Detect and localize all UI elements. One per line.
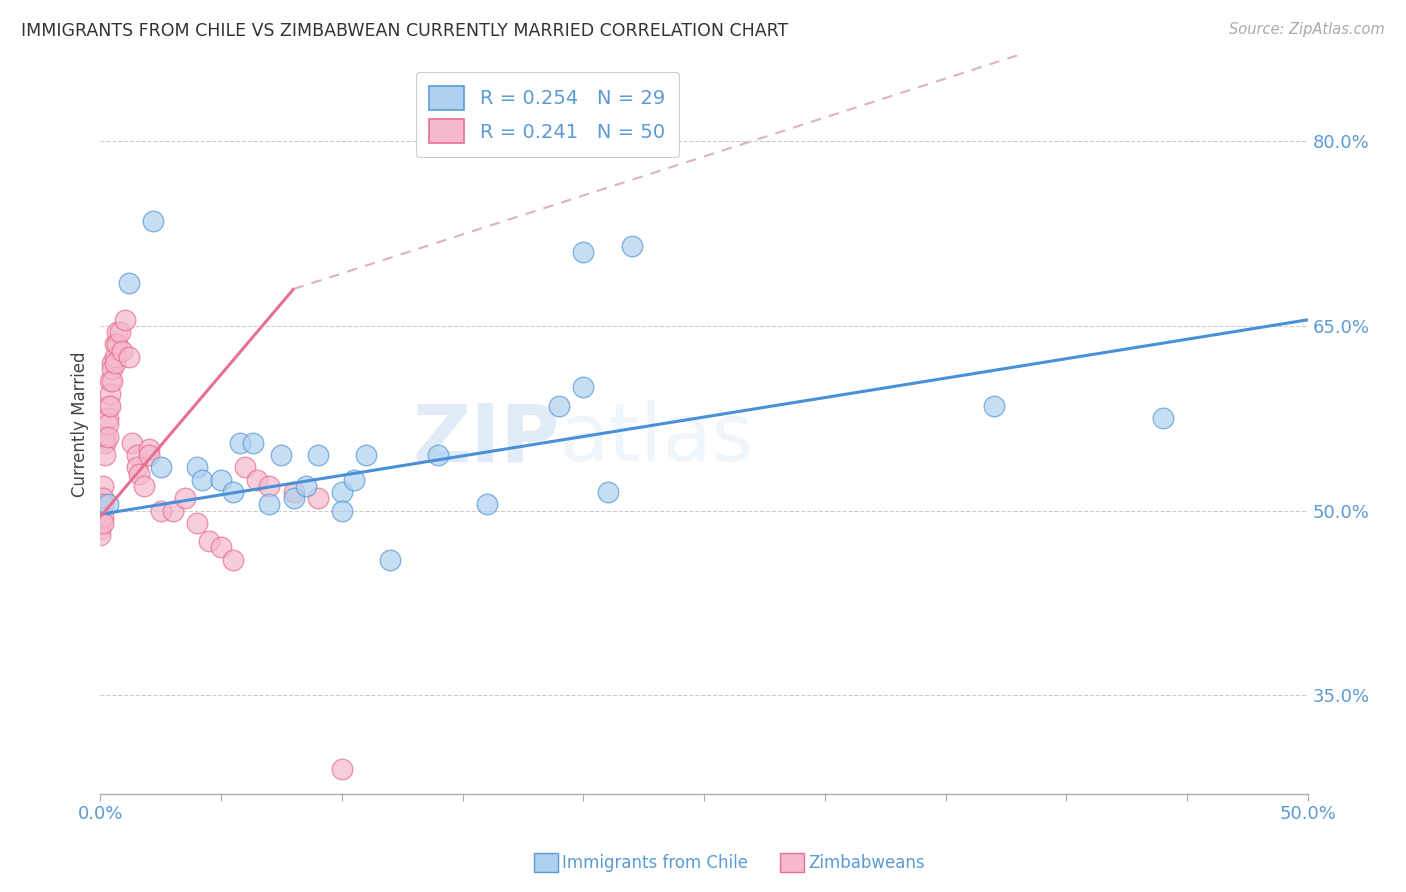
Text: IMMIGRANTS FROM CHILE VS ZIMBABWEAN CURRENTLY MARRIED CORRELATION CHART: IMMIGRANTS FROM CHILE VS ZIMBABWEAN CURR… bbox=[21, 22, 789, 40]
Point bbox=[121, 435, 143, 450]
Point bbox=[91, 479, 114, 493]
Point bbox=[270, 448, 292, 462]
Point bbox=[98, 399, 121, 413]
Point bbox=[89, 522, 111, 536]
Point bbox=[162, 503, 184, 517]
Point bbox=[186, 460, 208, 475]
Point bbox=[380, 553, 402, 567]
Point bbox=[97, 417, 120, 432]
Point bbox=[186, 516, 208, 530]
Point bbox=[620, 239, 643, 253]
Point bbox=[91, 509, 114, 524]
Point bbox=[94, 448, 117, 462]
Point bbox=[209, 541, 232, 555]
Point bbox=[229, 435, 252, 450]
Point bbox=[91, 491, 114, 506]
Point bbox=[354, 448, 377, 462]
Point bbox=[596, 485, 619, 500]
Point bbox=[104, 350, 127, 364]
Point bbox=[294, 479, 316, 493]
Point bbox=[98, 374, 121, 388]
Point bbox=[91, 497, 114, 511]
Point bbox=[89, 528, 111, 542]
Point bbox=[142, 214, 165, 228]
Text: Source: ZipAtlas.com: Source: ZipAtlas.com bbox=[1229, 22, 1385, 37]
Point bbox=[330, 503, 353, 517]
Point bbox=[548, 399, 571, 413]
Point bbox=[91, 516, 114, 530]
Point bbox=[104, 337, 127, 351]
Point bbox=[1152, 411, 1174, 425]
Point bbox=[343, 473, 366, 487]
Point bbox=[572, 245, 595, 260]
Point bbox=[101, 362, 124, 376]
Point bbox=[330, 762, 353, 776]
Point bbox=[475, 497, 498, 511]
Point bbox=[198, 534, 221, 549]
Point bbox=[89, 516, 111, 530]
Point bbox=[132, 479, 155, 493]
Point bbox=[111, 343, 134, 358]
Point bbox=[427, 448, 450, 462]
Point bbox=[94, 435, 117, 450]
Point bbox=[105, 325, 128, 339]
Point bbox=[222, 485, 245, 500]
Point bbox=[104, 356, 127, 370]
Point bbox=[283, 485, 305, 500]
Point bbox=[114, 312, 136, 326]
Point bbox=[138, 448, 160, 462]
Point bbox=[246, 473, 269, 487]
Point bbox=[118, 350, 141, 364]
Text: atlas: atlas bbox=[560, 401, 754, 478]
Point bbox=[259, 479, 281, 493]
Point bbox=[330, 485, 353, 500]
Text: ZIP: ZIP bbox=[412, 401, 560, 478]
Point bbox=[242, 435, 264, 450]
Point bbox=[101, 374, 124, 388]
Point bbox=[97, 497, 120, 511]
Point bbox=[307, 448, 329, 462]
Point bbox=[105, 337, 128, 351]
Point bbox=[118, 276, 141, 290]
Point bbox=[191, 473, 214, 487]
Point bbox=[222, 553, 245, 567]
Point bbox=[173, 491, 195, 506]
Point bbox=[149, 460, 172, 475]
Point bbox=[209, 473, 232, 487]
Point bbox=[101, 356, 124, 370]
Y-axis label: Currently Married: Currently Married bbox=[72, 351, 89, 497]
Point bbox=[98, 386, 121, 401]
Point bbox=[138, 442, 160, 456]
Point bbox=[94, 430, 117, 444]
Point bbox=[97, 411, 120, 425]
Point bbox=[125, 448, 148, 462]
Point bbox=[128, 467, 150, 481]
Point bbox=[307, 491, 329, 506]
Point bbox=[108, 325, 131, 339]
Legend: R = 0.254   N = 29, R = 0.241   N = 50: R = 0.254 N = 29, R = 0.241 N = 50 bbox=[416, 72, 679, 157]
Point bbox=[983, 399, 1005, 413]
Point bbox=[283, 491, 305, 506]
Text: Immigrants from Chile: Immigrants from Chile bbox=[562, 854, 748, 871]
Point bbox=[97, 399, 120, 413]
Point bbox=[572, 380, 595, 394]
Point bbox=[149, 503, 172, 517]
Point bbox=[259, 497, 281, 511]
Point bbox=[125, 460, 148, 475]
Point bbox=[233, 460, 256, 475]
Text: Zimbabweans: Zimbabweans bbox=[808, 854, 925, 871]
Point bbox=[97, 430, 120, 444]
